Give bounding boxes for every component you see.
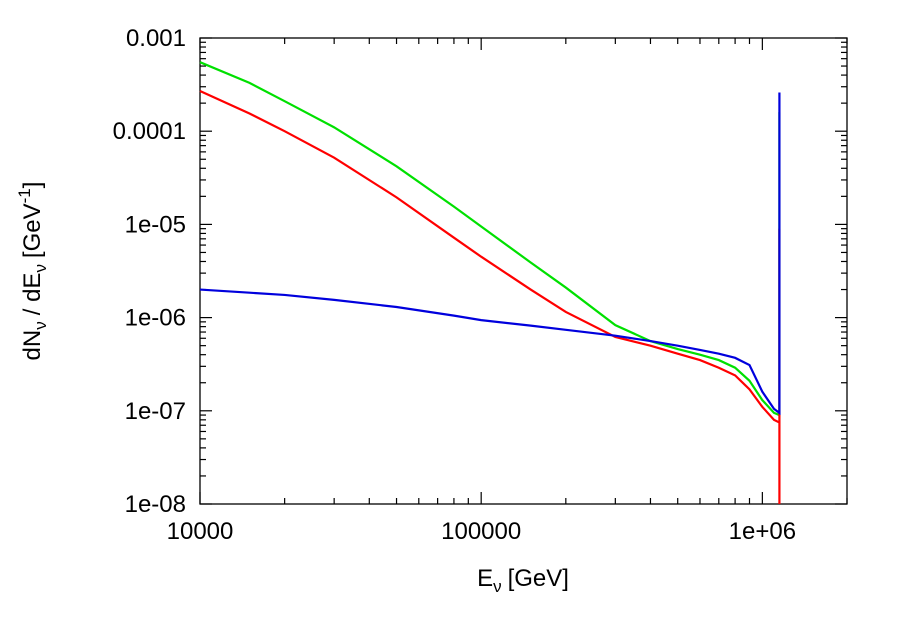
y-axis-label-num-sub: ν	[31, 321, 50, 330]
x-axis-label: Eν [GeV]	[477, 565, 569, 596]
series-line-1	[199, 61, 781, 417]
series-layer	[199, 61, 781, 504]
y-tick-label: 0.001	[126, 25, 186, 52]
y-tick-label: 1e-05	[125, 211, 186, 238]
series-line-2	[199, 89, 781, 504]
series-line-3	[199, 92, 781, 416]
y-tick-label: 0.0001	[113, 118, 186, 145]
y-axis-label-den-sub: ν	[31, 264, 50, 273]
y-axis-label-unit-sup: -1	[15, 188, 34, 203]
y-axis-label-sep: / dE	[19, 273, 46, 316]
x-axis-label-main: E	[477, 565, 493, 592]
y-tick-label: 1e-08	[125, 491, 186, 518]
y-tick-label: 1e-06	[125, 305, 186, 332]
x-axis-label-unit: [GeV]	[508, 565, 569, 592]
x-tick-label: 10000	[167, 518, 234, 545]
y-axis-label-num: dN	[19, 330, 46, 361]
x-tick-label: 1e+06	[729, 518, 796, 545]
y-tick-label: 1e-07	[125, 398, 186, 425]
axis-ticks	[199, 37, 848, 505]
x-axis-label-sub: ν	[493, 577, 502, 596]
x-tick-label: 100000	[441, 518, 521, 545]
tick-labels: 10000 100000 1e+06 0.001 0.0001 1e-05 1e-06 1e-…	[113, 25, 796, 545]
y-axis-label-unit-close: ]	[19, 182, 46, 189]
y-axis-label-unit-open: [GeV	[19, 203, 46, 258]
y-axis-label: dNν/ dEν[GeV-1]	[15, 182, 50, 361]
plot-frame	[199, 37, 848, 505]
